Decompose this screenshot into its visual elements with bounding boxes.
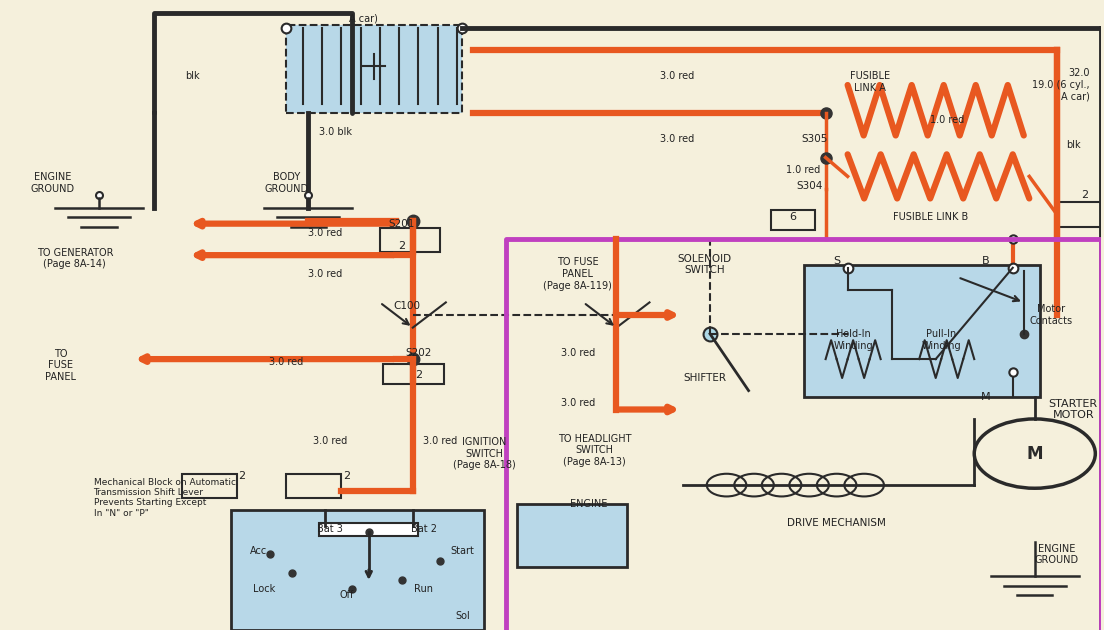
Text: 3.0 red: 3.0 red	[269, 357, 304, 367]
Bar	[380, 228, 440, 252]
Text: 3.0 red: 3.0 red	[314, 436, 348, 446]
Bar	[182, 474, 236, 498]
Text: TO HEADLIGHT
SWITCH
(Page 8A-13): TO HEADLIGHT SWITCH (Page 8A-13)	[558, 434, 631, 467]
Text: 3.0 red: 3.0 red	[308, 228, 342, 238]
Bar	[804, 265, 1040, 397]
Bar	[286, 474, 341, 498]
Text: M: M	[980, 392, 990, 402]
Text: Off: Off	[340, 590, 354, 600]
Bar	[319, 523, 418, 536]
Text: BODY
GROUND: BODY GROUND	[264, 172, 308, 193]
Text: ENGINE
GROUND: ENGINE GROUND	[31, 172, 75, 193]
Text: TO
FUSE
PANEL: TO FUSE PANEL	[45, 349, 76, 382]
Text: 1.0 red: 1.0 red	[930, 115, 964, 125]
Text: FUSIBLE LINK B: FUSIBLE LINK B	[892, 212, 968, 222]
Text: Mechanical Block on Automatic
Transmission Shift Lever
Prevents Starting Except
: Mechanical Block on Automatic Transmissi…	[94, 478, 235, 518]
Text: S201: S201	[389, 219, 415, 229]
Bar	[383, 364, 444, 384]
Text: SOLENOID
SWITCH: SOLENOID SWITCH	[678, 254, 732, 275]
Bar	[1057, 202, 1101, 227]
Text: 3.0 red: 3.0 red	[561, 348, 595, 358]
Text: TO FUSE
PANEL
(Page 8A-119): TO FUSE PANEL (Page 8A-119)	[543, 258, 613, 290]
Text: 3.0 red: 3.0 red	[308, 269, 342, 279]
Text: B: B	[981, 256, 989, 266]
Text: 1.0 red: 1.0 red	[786, 165, 820, 175]
Bar	[231, 510, 485, 630]
Text: 2: 2	[1081, 190, 1087, 200]
Bar	[771, 210, 815, 230]
Text: 2: 2	[415, 370, 422, 380]
Bar	[286, 25, 463, 113]
Text: Bat 2: Bat 2	[411, 524, 437, 534]
Text: 3.0 red: 3.0 red	[423, 436, 457, 446]
Text: Lock: Lock	[253, 584, 275, 594]
Text: A car): A car)	[349, 14, 378, 24]
Text: 32.0
19.0 (6 cyl.,
A car): 32.0 19.0 (6 cyl., A car)	[1032, 69, 1090, 101]
Text: Acc: Acc	[251, 546, 267, 556]
Text: FUSIBLE
LINK A: FUSIBLE LINK A	[850, 71, 890, 93]
Text: S304: S304	[796, 181, 822, 191]
Text: blk: blk	[1066, 140, 1081, 150]
Text: 2: 2	[343, 471, 350, 481]
Text: DRIVE MECHANISM: DRIVE MECHANISM	[787, 518, 887, 528]
Text: 3.0 red: 3.0 red	[561, 398, 595, 408]
Text: 3.0 blk: 3.0 blk	[319, 127, 352, 137]
Text: M: M	[1027, 445, 1043, 462]
Text: Bat 3: Bat 3	[317, 524, 343, 534]
Text: S: S	[834, 256, 840, 266]
Text: 6: 6	[789, 212, 796, 222]
Text: 2: 2	[399, 241, 405, 251]
Text: SHIFTER: SHIFTER	[683, 373, 726, 383]
Text: Pull-In
Winding: Pull-In Winding	[922, 329, 960, 351]
Text: 3.0 red: 3.0 red	[660, 134, 694, 144]
Bar	[518, 504, 627, 567]
Text: Hold-In
Winding: Hold-In Winding	[834, 329, 873, 351]
Text: Run: Run	[414, 584, 433, 594]
Text: blk: blk	[185, 71, 200, 81]
Text: IGNITION
SWITCH
(Page 8A-18): IGNITION SWITCH (Page 8A-18)	[453, 437, 516, 470]
Text: STARTER
MOTOR: STARTER MOTOR	[1049, 399, 1097, 420]
Text: Sol: Sol	[455, 611, 469, 621]
Text: 3.0 red: 3.0 red	[660, 71, 694, 81]
Text: Start: Start	[450, 546, 475, 556]
Text: S202: S202	[405, 348, 432, 358]
Text: ENGINE: ENGINE	[571, 499, 607, 509]
Text: Motor
Contacts: Motor Contacts	[1030, 304, 1073, 326]
Text: S305: S305	[802, 134, 828, 144]
Text: 2: 2	[238, 471, 246, 481]
Text: C100: C100	[394, 301, 421, 311]
Text: TO GENERATOR
(Page 8A-14): TO GENERATOR (Page 8A-14)	[36, 248, 113, 269]
Text: ENGINE
GROUND: ENGINE GROUND	[1034, 544, 1079, 565]
